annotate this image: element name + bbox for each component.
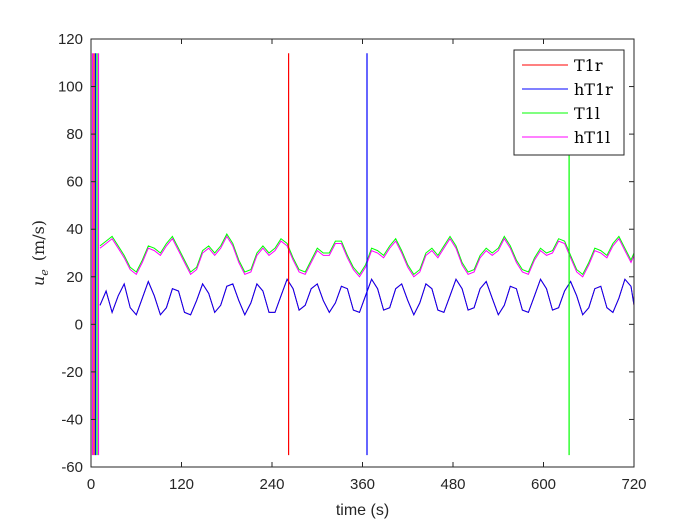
x-tick-label: 240 — [259, 476, 284, 493]
x-tick-label: 480 — [440, 476, 465, 493]
x-tick-label: 720 — [621, 476, 646, 493]
y-axis-unit: (m/s) — [29, 220, 48, 261]
y-tick-label: -20 — [61, 364, 83, 381]
y-tick-label: 120 — [58, 31, 83, 48]
series-layer — [99, 232, 635, 316]
legend-label-t1r: T1r — [574, 56, 603, 75]
y-tick-label: -60 — [61, 459, 83, 476]
y-tick-label: -40 — [61, 411, 83, 428]
y-tick-label: 60 — [66, 174, 83, 191]
y-axis-title: ue (m/s) — [29, 220, 51, 286]
x-axis-title: time (s) — [336, 502, 389, 519]
series-line-ht1r — [99, 278, 635, 316]
legend-label-t1l: T1l — [574, 104, 600, 123]
y-axis-symbol: u — [29, 276, 48, 286]
spike-layer — [91, 53, 570, 456]
series-line-ht1l — [99, 235, 635, 278]
y-tick-label: 0 — [75, 316, 83, 333]
y-tick-label: 100 — [58, 79, 83, 96]
x-tick-label: 600 — [531, 476, 556, 493]
x-tick-label: 120 — [169, 476, 194, 493]
legend-label-ht1l: hT1l — [574, 128, 610, 147]
series-line-t1l — [99, 232, 635, 276]
tick-layer: 0 120 240 360 480 600 720 -60 -40 -20 0 20 40 60 80 100… — [58, 31, 647, 493]
x-tick-label: 360 — [350, 476, 375, 493]
y-tick-label: 20 — [66, 269, 83, 286]
x-tick-label: 0 — [87, 476, 95, 493]
y-axis-subscript: e — [38, 269, 51, 276]
legend-label-ht1r: hT1r — [574, 80, 613, 99]
legend: T1r hT1r T1l hT1l — [513, 49, 625, 156]
y-tick-label: 80 — [66, 126, 83, 143]
y-tick-label: 40 — [66, 221, 83, 238]
